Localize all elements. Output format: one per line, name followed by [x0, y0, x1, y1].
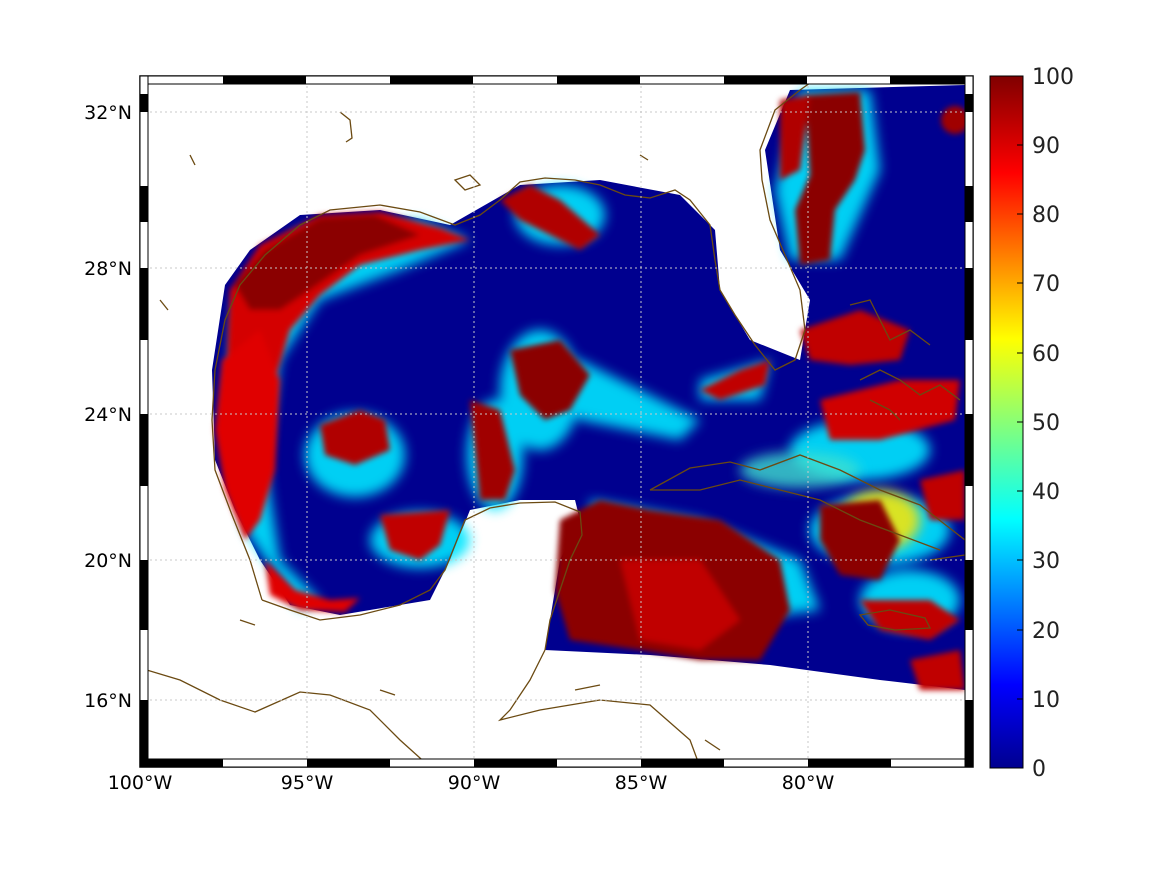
colorbar-label-30: 30 — [1032, 549, 1060, 574]
map-frame — [139, 75, 974, 768]
colorbar-label-50: 50 — [1032, 411, 1060, 436]
colorbar-label-0: 0 — [1032, 757, 1046, 782]
lat-label-16n: 16°N — [84, 690, 132, 712]
high-value-regions — [215, 92, 969, 690]
lat-label-20n: 20°N — [84, 550, 132, 572]
lat-label-24n: 24°N — [84, 404, 132, 426]
longitude-labels: 100°W 95°W 90°W 85°W 80°W — [108, 772, 835, 794]
lon-label-95w: 95°W — [281, 772, 334, 794]
lat-label-28n: 28°N — [84, 258, 132, 280]
colorbar: 100 90 80 70 60 50 40 30 20 10 0 — [989, 65, 1074, 782]
colorbar-label-70: 70 — [1032, 272, 1060, 297]
map-area — [140, 76, 973, 767]
colorbar-label-90: 90 — [1032, 134, 1060, 159]
lon-label-80w: 80°W — [782, 772, 835, 794]
latitude-labels: 32°N 28°N 24°N 20°N 16°N — [84, 102, 132, 712]
colorbar-label-40: 40 — [1032, 480, 1060, 505]
lon-label-90w: 90°W — [448, 772, 501, 794]
colorbar-label-80: 80 — [1032, 203, 1060, 228]
lon-label-100w: 100°W — [108, 772, 173, 794]
colorbar-label-100: 100 — [1032, 65, 1074, 90]
colorbar-label-60: 60 — [1032, 342, 1060, 367]
colorbar-ticks — [1017, 144, 1023, 700]
lat-label-32n: 32°N — [84, 102, 132, 124]
lon-label-85w: 85°W — [615, 772, 668, 794]
colorbar-label-20: 20 — [1032, 619, 1060, 644]
graticule — [140, 76, 973, 767]
colorbar-label-10: 10 — [1032, 688, 1060, 713]
colorbar-gradient — [989, 75, 1024, 769]
coastlines — [140, 76, 966, 767]
